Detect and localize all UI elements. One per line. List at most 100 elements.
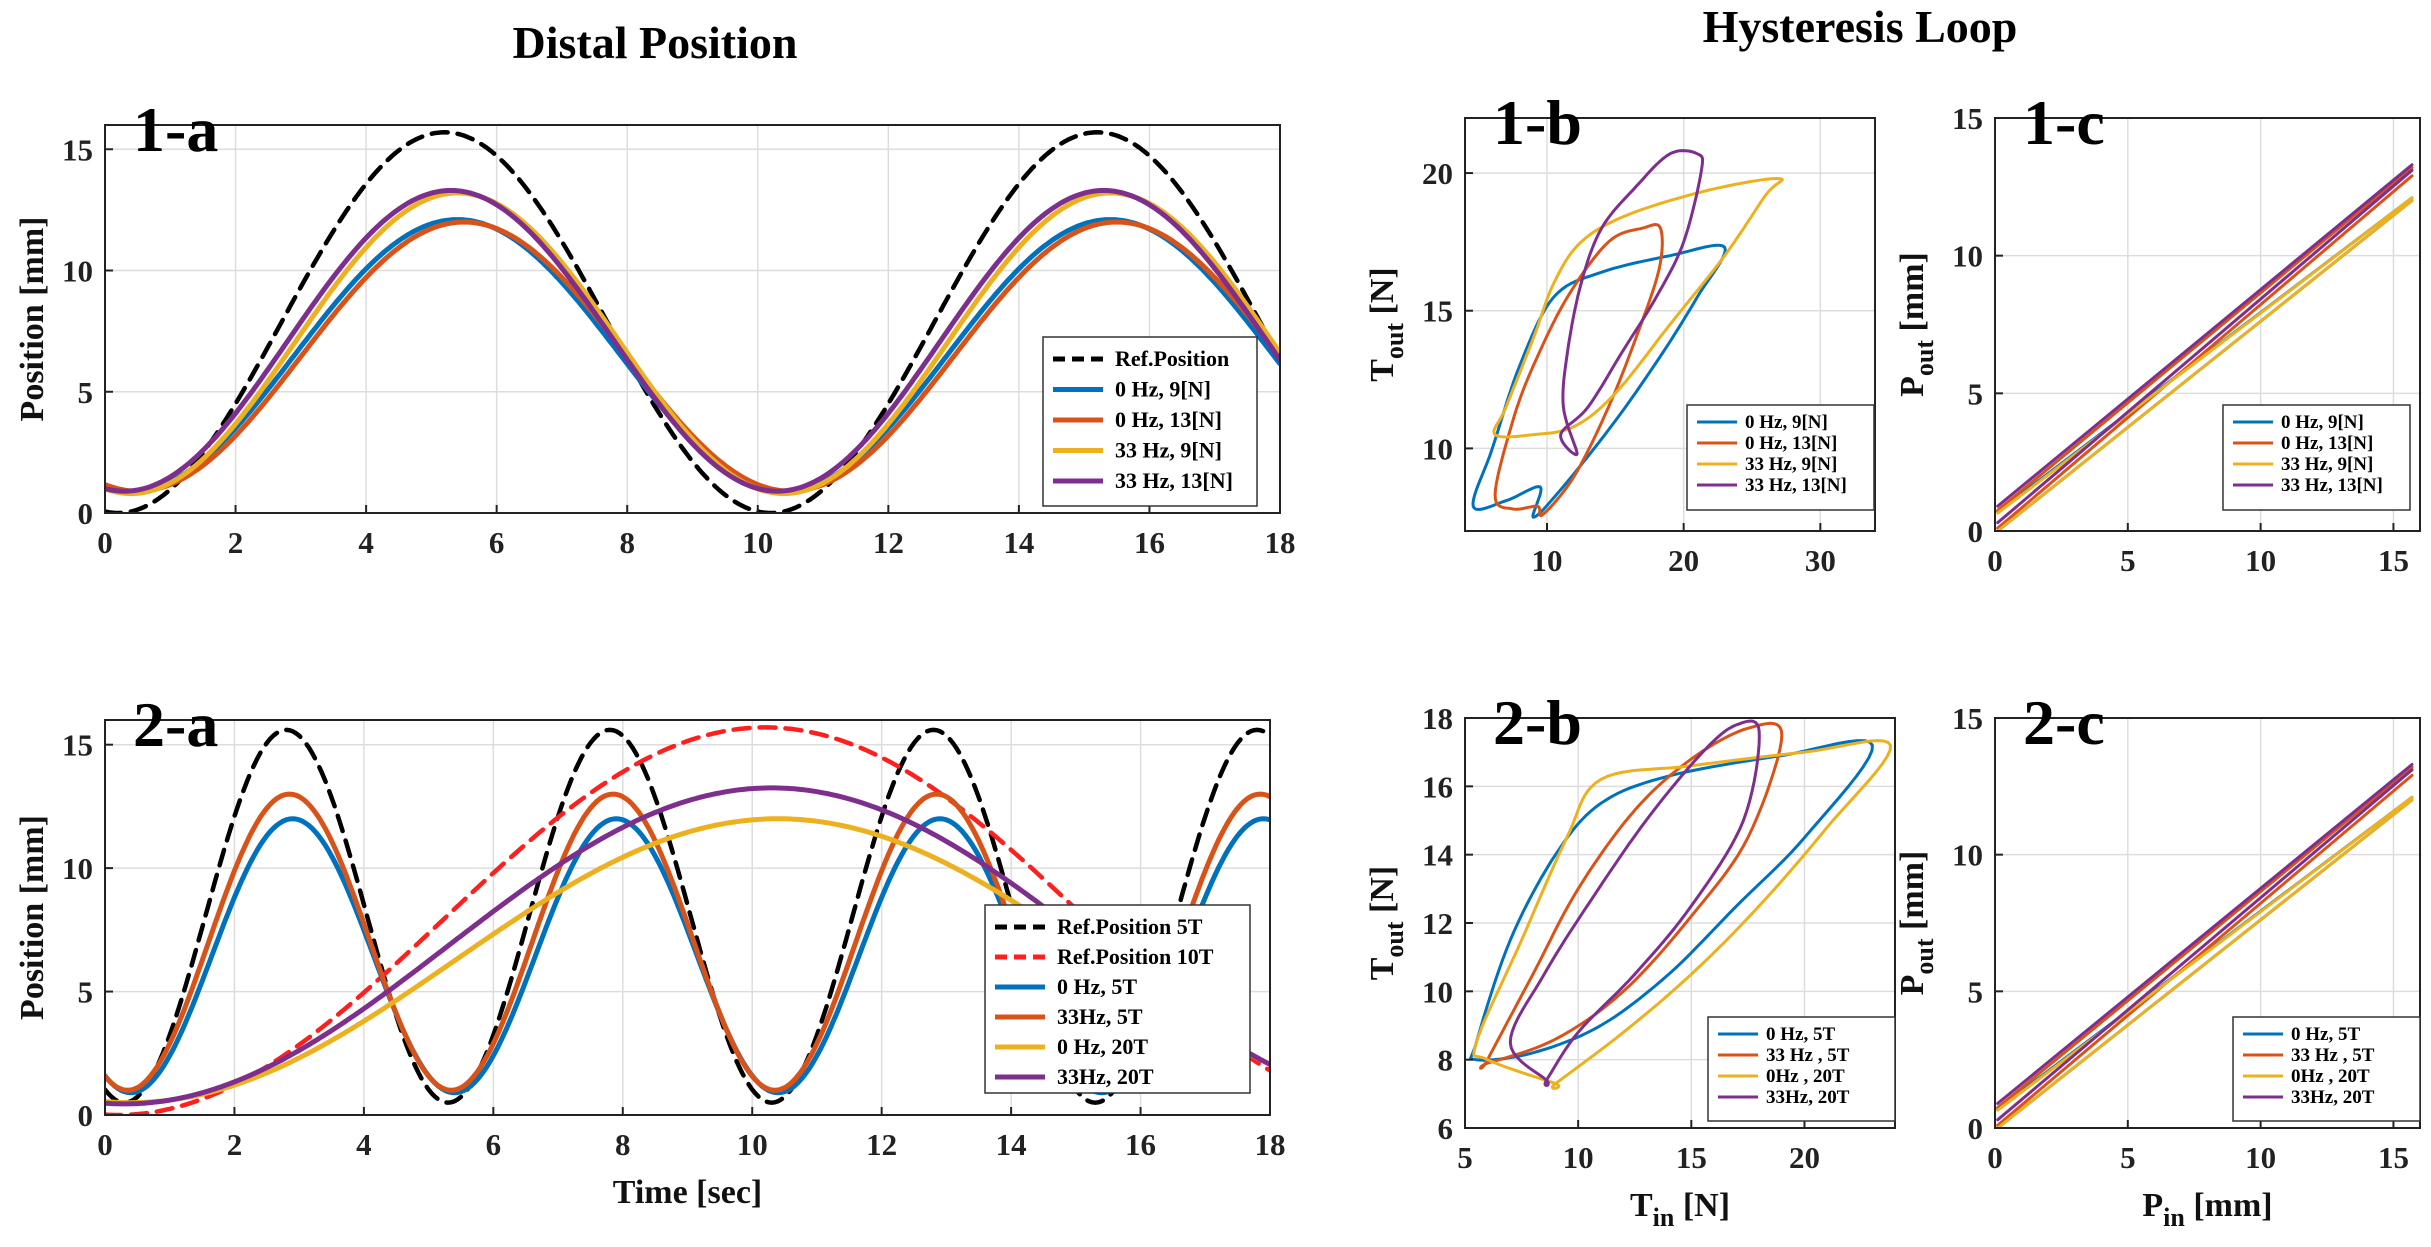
grid bbox=[1994, 717, 2420, 1129]
series-line-0-hz-13-n bbox=[1996, 174, 2414, 530]
series-line-33hz-20t bbox=[1508, 719, 1761, 1087]
legend-box bbox=[984, 904, 1251, 1094]
y-tick-label: 10 bbox=[1952, 239, 1983, 274]
y-tick-label: 5 bbox=[78, 375, 94, 410]
heading-distal-position: Distal Position bbox=[513, 17, 798, 68]
legend-label-0-hz-5t: 0 Hz, 5T bbox=[1766, 1024, 1835, 1045]
panel-label: 1-b bbox=[1493, 87, 1582, 158]
series-line-ref-position bbox=[105, 130, 1280, 513]
y-axis-label: Tout [N] bbox=[1364, 866, 1409, 981]
series-group bbox=[1471, 149, 1784, 519]
panel-label: 1-a bbox=[133, 94, 218, 165]
panel-label: 2-c bbox=[2023, 687, 2105, 758]
panels: 0 2 4 6 8 10 12 14 16 18 0 5 10 15 1-a Position [mm] Ref… bbox=[14, 87, 2421, 1232]
series-line-0-hz-13-n bbox=[1493, 223, 1664, 518]
y-tick-label: 12 bbox=[1422, 906, 1453, 941]
legend-label-0-hz-20t: 0 Hz, 20T bbox=[1057, 1034, 1148, 1059]
x-tick-label: 5 bbox=[1457, 1140, 1473, 1175]
x-tick-label: 4 bbox=[356, 1127, 372, 1162]
legend-label-0-hz-13-n: 0 Hz, 13[N] bbox=[2281, 433, 2373, 454]
y-tick-label: 15 bbox=[62, 728, 93, 763]
y-tick-label: 6 bbox=[1438, 1111, 1454, 1146]
x-tick-label: 0 bbox=[1987, 543, 2003, 578]
y-tick-label: 5 bbox=[78, 975, 94, 1010]
y-axis-label: Position [mm] bbox=[14, 217, 51, 422]
x-tick-label: 10 bbox=[737, 1127, 768, 1162]
x-axis-label: Pin [mm] bbox=[2142, 1187, 2272, 1232]
y-tick-label: 14 bbox=[1422, 838, 1453, 873]
legend-label-33-hz-5t: 33 Hz , 5T bbox=[1766, 1045, 1850, 1066]
x-tick-label: 15 bbox=[2378, 1140, 2409, 1175]
x-tick-label: 16 bbox=[1134, 525, 1165, 560]
x-tick-label: 4 bbox=[358, 525, 374, 560]
x-tick-label: 16 bbox=[1125, 1127, 1156, 1162]
y-tick-label: 0 bbox=[78, 496, 94, 531]
heading-hysteresis-loop: Hysteresis Loop bbox=[1703, 1, 2018, 52]
series-line-33-hz-9-n bbox=[1996, 199, 2414, 531]
y-tick-label: 10 bbox=[1422, 974, 1453, 1009]
legend-label-33hz-20t: 33Hz, 20T bbox=[1766, 1087, 1850, 1108]
x-tick-label: 0 bbox=[97, 525, 113, 560]
y-tick-label: 0 bbox=[78, 1098, 94, 1133]
x-tick-label: 6 bbox=[486, 1127, 502, 1162]
panel-label: 2-b bbox=[1493, 687, 1582, 758]
legend-label-0-hz-5t: 0 Hz, 5T bbox=[1057, 974, 1137, 999]
series-line-33hz-20t bbox=[1996, 768, 2414, 1122]
y-tick-label: 0 bbox=[1968, 514, 1984, 549]
x-tick-label: 20 bbox=[1789, 1140, 1820, 1175]
series-group bbox=[1469, 719, 1892, 1090]
series-line-33-hz-9-n bbox=[105, 190, 1280, 497]
series-line-0hz-20t bbox=[1996, 795, 2414, 1112]
x-tick-label: 8 bbox=[615, 1127, 631, 1162]
x-tick-label: 2 bbox=[227, 1127, 243, 1162]
y-tick-label: 18 bbox=[1422, 701, 1453, 736]
legend-label-33-hz-13-n: 33 Hz, 13[N] bbox=[1115, 468, 1233, 493]
x-tick-label: 14 bbox=[996, 1127, 1027, 1162]
x-tick-label: 15 bbox=[1676, 1140, 1707, 1175]
y-tick-label: 16 bbox=[1422, 769, 1453, 804]
x-tick-label: 5 bbox=[2120, 1140, 2136, 1175]
legend-label-0-hz-13-n: 0 Hz, 13[N] bbox=[1115, 407, 1222, 432]
legend: 0 Hz, 9[N]0 Hz, 13[N]33 Hz, 9[N]33 Hz, 1… bbox=[1686, 404, 1875, 511]
series-line-33-hz-13-n bbox=[1996, 168, 2414, 525]
legend-label-33-hz-9-n: 33 Hz, 9[N] bbox=[2281, 454, 2373, 475]
legend-label-0-hz-9-n: 0 Hz, 9[N] bbox=[2281, 412, 2364, 433]
x-axis-label: Tin [N] bbox=[1630, 1187, 1730, 1232]
x-tick-label: 10 bbox=[1532, 543, 1563, 578]
y-tick-label: 5 bbox=[1968, 376, 1984, 411]
series-line-33hz-20t bbox=[1996, 763, 2414, 1105]
y-tick-label: 15 bbox=[1422, 294, 1453, 329]
x-tick-label: 10 bbox=[2245, 1140, 2276, 1175]
x-tick-label: 10 bbox=[742, 525, 773, 560]
series-line-33-hz-13-n bbox=[1996, 163, 2414, 508]
legend-label-0-hz-5t: 0 Hz, 5T bbox=[2291, 1024, 2360, 1045]
x-tick-label: 15 bbox=[2378, 543, 2409, 578]
x-axis-label: Time [sec] bbox=[613, 1174, 762, 1211]
x-tick-label: 20 bbox=[1668, 543, 1699, 578]
series-line-33-hz-13-n bbox=[105, 188, 1280, 494]
legend-label-ref-position-10t: Ref.Position 10T bbox=[1057, 944, 1214, 969]
series-line-33-hz-5t bbox=[1479, 721, 1784, 1070]
y-tick-label: 8 bbox=[1438, 1043, 1454, 1078]
y-tick-label: 20 bbox=[1422, 156, 1453, 191]
y-axis-label: Pout [mm] bbox=[1894, 252, 1939, 397]
y-tick-label: 10 bbox=[1952, 838, 1983, 873]
panel-label: 1-c bbox=[2023, 87, 2105, 158]
axes-frame bbox=[104, 124, 1281, 514]
x-tick-label: 12 bbox=[873, 525, 904, 560]
legend-label-0-hz-9-n: 0 Hz, 9[N] bbox=[1745, 412, 1828, 433]
x-tick-label: 14 bbox=[1003, 525, 1034, 560]
legend: Ref.Position 5T Ref.Position 10T 0 Hz, 5T 3… bbox=[984, 904, 1251, 1094]
y-tick-label: 10 bbox=[62, 851, 93, 886]
y-tick-label: 0 bbox=[1968, 1111, 1984, 1146]
y-tick-label: 10 bbox=[1422, 431, 1453, 466]
x-tick-label: 10 bbox=[2245, 543, 2276, 578]
y-axis-label: Pout [mm] bbox=[1894, 851, 1939, 996]
legend-label-33hz-20t: 33Hz, 20T bbox=[2291, 1087, 2375, 1108]
legend: 0 Hz, 9[N]0 Hz, 13[N]33 Hz, 9[N]33 Hz, 1… bbox=[2222, 404, 2411, 511]
x-tick-label: 6 bbox=[489, 525, 505, 560]
series-line-33-hz-13-n bbox=[1559, 149, 1704, 457]
x-tick-label: 18 bbox=[1255, 1127, 1286, 1162]
series-line-33-hz-9-n bbox=[1996, 196, 2414, 515]
